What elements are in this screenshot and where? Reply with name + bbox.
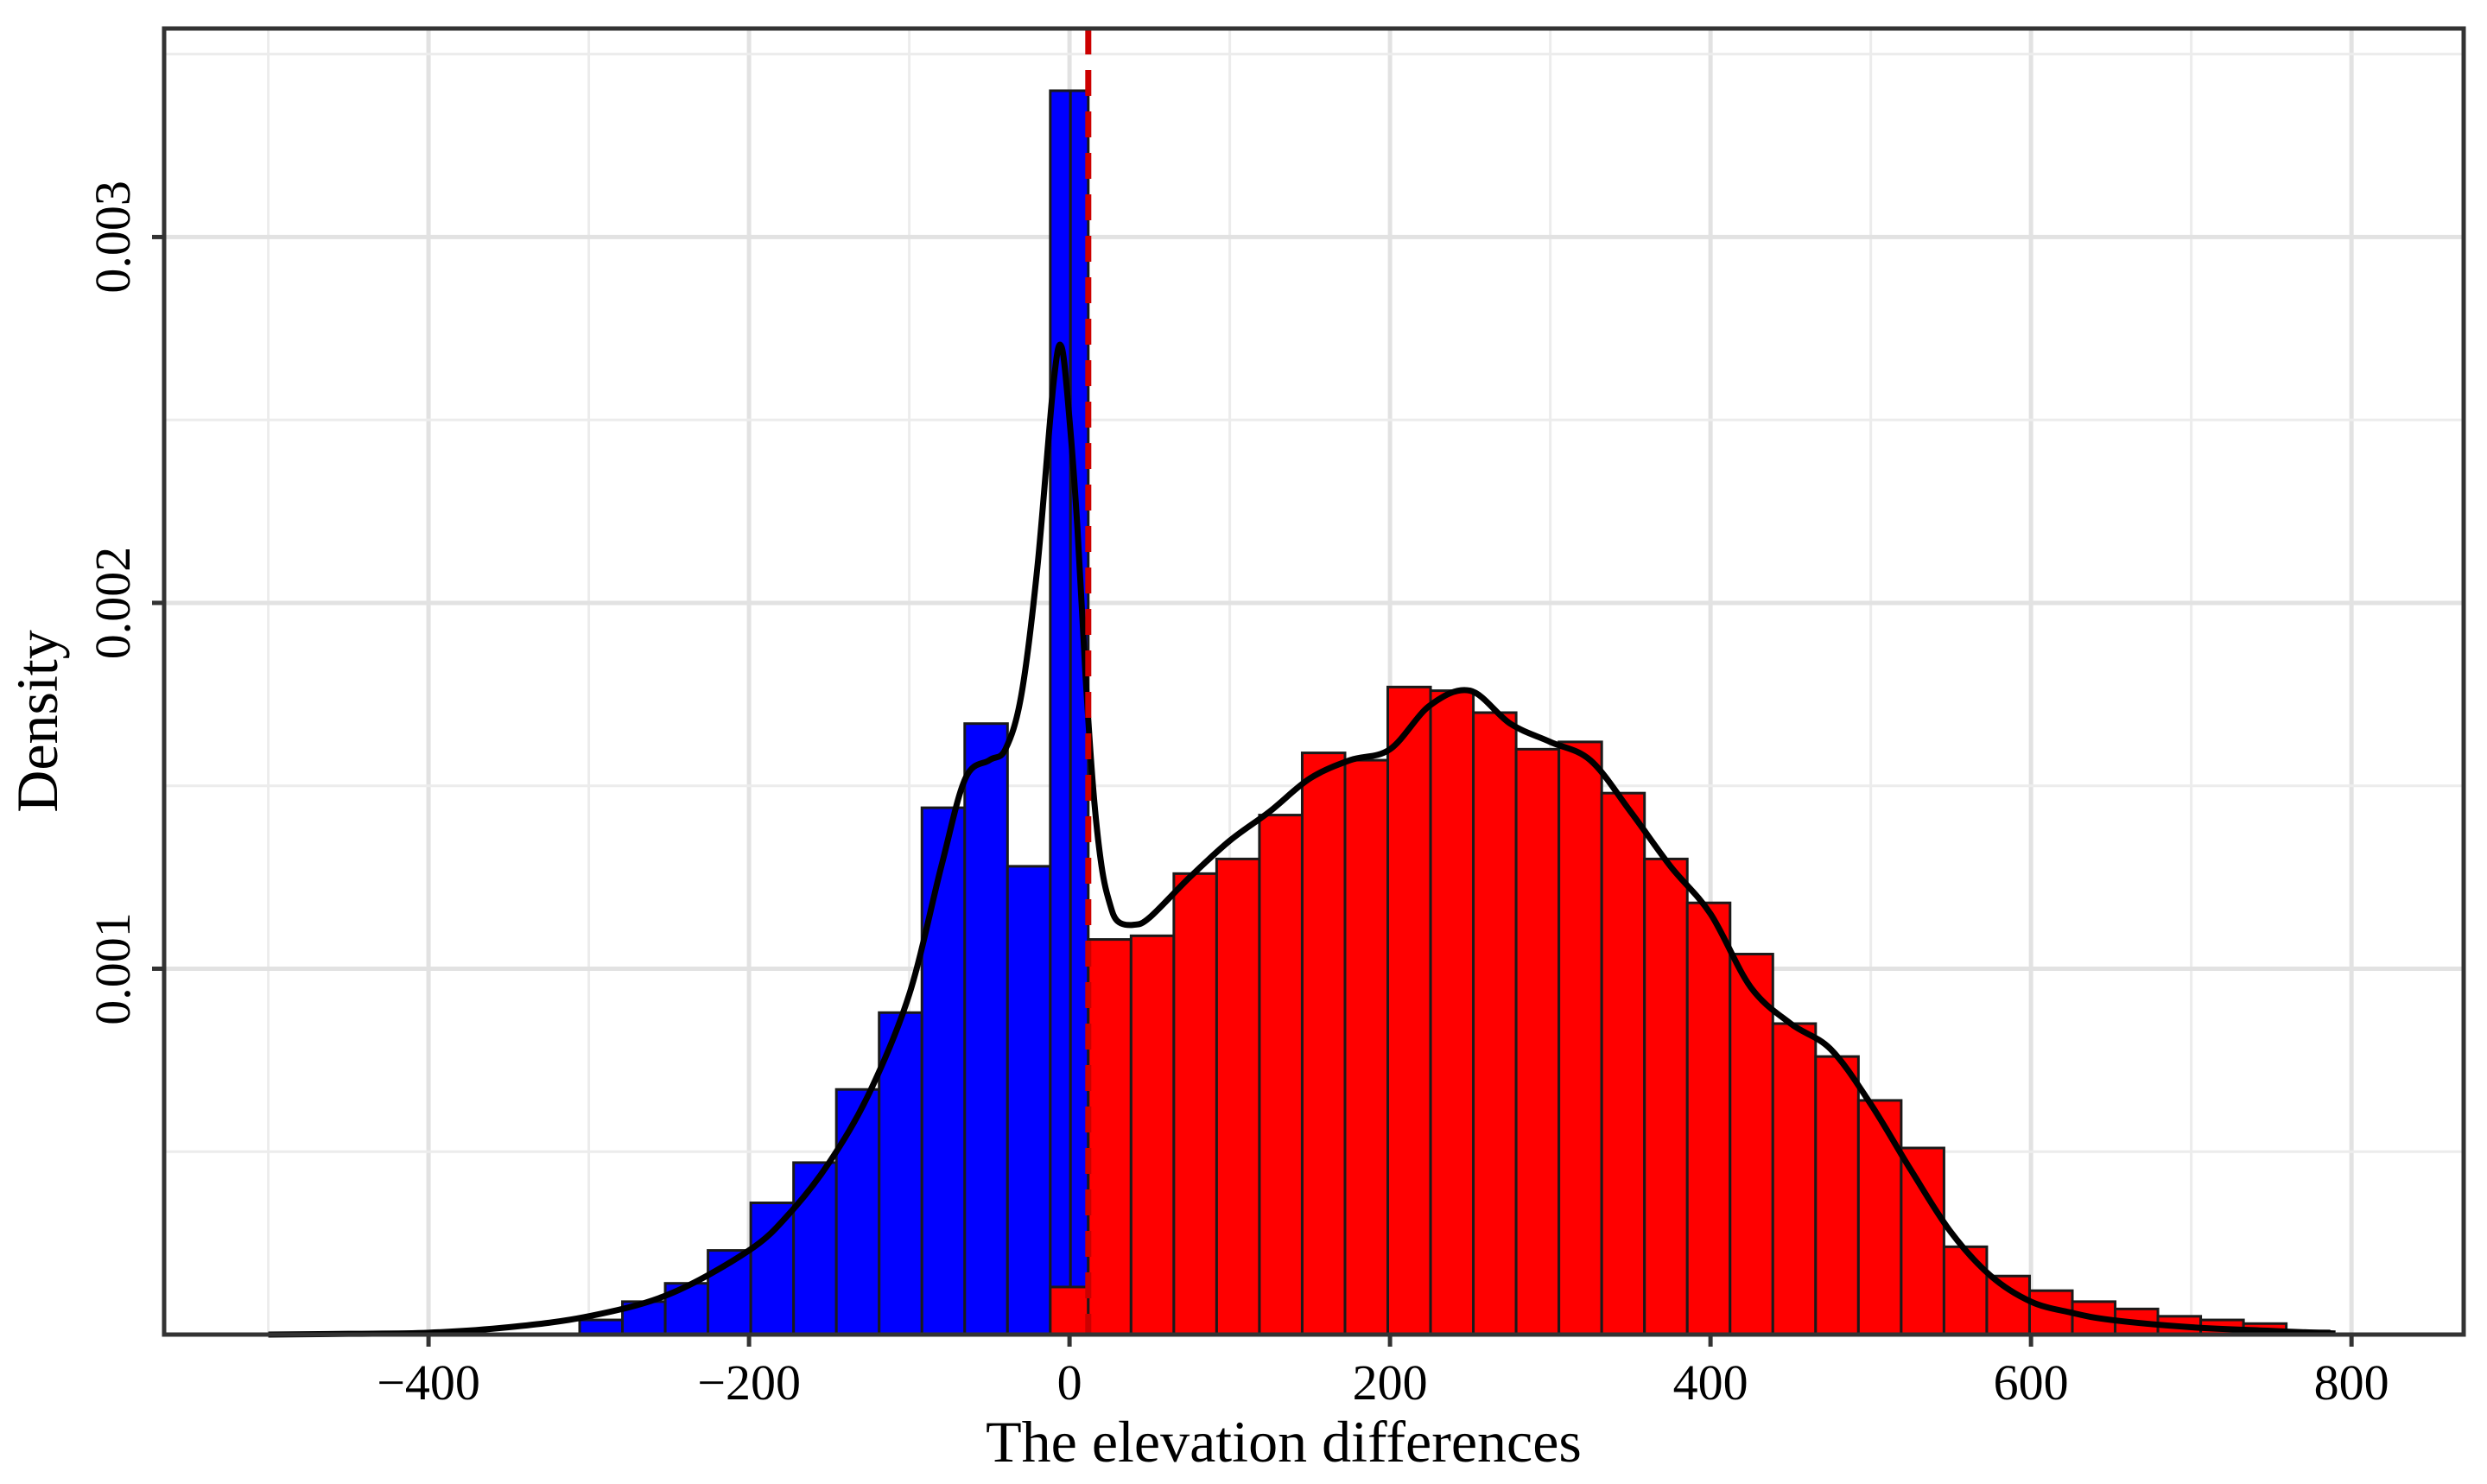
histogram-bar-blue [1049,89,1072,1336]
histogram-bar-red [1600,791,1646,1336]
histogram-bar-blue [834,1088,881,1336]
histogram-bar-red [1129,934,1176,1336]
x-axis-title: The elevation differences [986,1409,1582,1474]
histogram-bar-red [1985,1274,2031,1336]
y-tick-label: 0.002 [85,547,141,660]
density-curve-layer [268,341,2336,1338]
y-tick-label: 0.003 [85,181,141,294]
histogram-bar-red [1942,1245,1989,1336]
x-tick-label: 600 [1994,1354,2069,1411]
histogram-bar-red [1685,901,1732,1336]
histogram-bar-red [1514,747,1561,1336]
histogram-bar-blue [1006,865,1052,1336]
plot-border [162,26,2466,1337]
histogram-bar-red [1049,1285,1090,1336]
histogram-bar-red [1558,740,1603,1336]
histogram-bar-red [1643,857,1689,1336]
histogram-bar-blue [920,806,967,1336]
histogram-bar-red [1429,689,1475,1336]
y-axis-title: Density [4,630,70,813]
histogram-bar-red [1172,872,1218,1336]
histogram-bar-red [1771,1022,1818,1336]
plot-frame [162,26,2466,1337]
histogram-bar-red [1856,1099,1903,1336]
histogram-bar-red [1300,752,1347,1336]
axis-ticks: −400 −200 0 200 400 600 800 0.001 0.002 0.003 [85,181,2389,1411]
x-tick-label: 800 [2314,1354,2389,1411]
histogram-bar-blue [792,1161,838,1336]
histogram-bar-red [1087,938,1132,1336]
histogram-bar-red [1729,953,1774,1336]
histogram-bar-blue [963,722,1009,1336]
histogram-bar-red [1814,1055,1860,1336]
x-tick-label: 200 [1353,1354,1428,1411]
histogram-bar-red [1900,1146,1945,1336]
x-tick-label: −200 [697,1354,801,1411]
red-bars [1049,685,2331,1336]
x-tick-label: 400 [1673,1354,1748,1411]
histogram-bar-red [1343,758,1390,1336]
histogram-bar-blue [749,1202,796,1336]
grid-lines [164,29,2464,1335]
histogram-bar-blue [578,1318,625,1336]
histogram-bar-red [1472,711,1518,1336]
density-curve [268,341,2336,1338]
y-tick-label: 0.001 [85,912,141,1025]
histogram-bar-red [1258,814,1304,1336]
histogram-bar-red [1215,857,1261,1336]
x-tick-label: −400 [377,1354,480,1411]
blue-bars [578,89,1090,1336]
x-tick-label: 0 [1057,1354,1082,1411]
histogram-bar-red [1386,685,1432,1336]
